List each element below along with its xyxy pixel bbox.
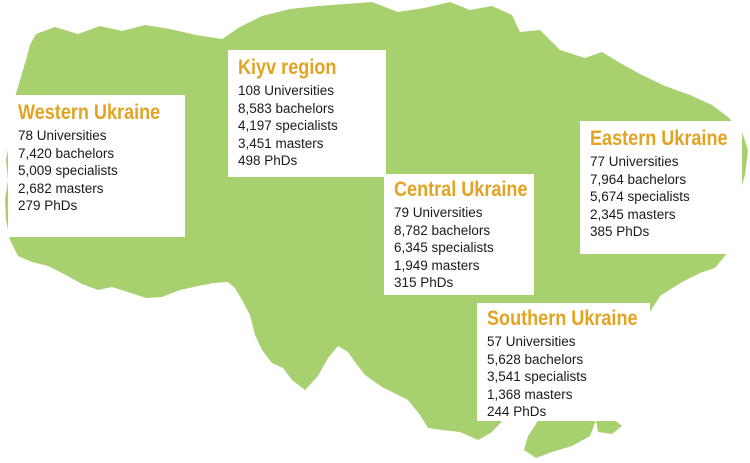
central-title: Central Ukraine	[394, 178, 528, 201]
southern-stat-3: 1,368 masters	[487, 386, 573, 402]
central-stat-2: 6,345 specialists	[394, 240, 494, 255]
eastern-stat-4: 385 PhDs	[590, 224, 650, 239]
eastern-title: Eastern Ukraine	[590, 127, 728, 150]
central-stat-0: 79 Universities	[394, 205, 483, 220]
eastern-ukraine-panel: Eastern Ukraine 77 Universities 7,964 bach…	[580, 121, 742, 254]
western-title: Western Ukraine	[18, 101, 161, 124]
central-stat-1: 8,782 bachelors	[394, 222, 491, 238]
western-stat-3: 2,682 masters	[18, 180, 104, 196]
eastern-stat-3: 2,345 masters	[590, 206, 676, 222]
kiyv-region-panel: Kiyv region 108 Universities 8,583 bachelo…	[228, 50, 386, 177]
kiyv-stat-3: 3,451 masters	[238, 135, 324, 151]
western-stat-4: 279 PhDs	[18, 198, 78, 213]
western-stat-0: 78 Universities	[18, 128, 107, 143]
eastern-stat-0: 77 Universities	[590, 154, 679, 169]
western-ukraine-panel: Western Ukraine 78 Universities 7,420 bach…	[8, 95, 185, 237]
western-stat-1: 7,420 bachelors	[18, 145, 115, 161]
kiyv-title: Kiyv region	[238, 56, 337, 79]
southern-stat-0: 57 Universities	[487, 334, 576, 349]
eastern-stat-1: 7,964 bachelors	[590, 171, 687, 187]
southern-stat-2: 3,541 specialists	[487, 369, 587, 384]
southern-title: Southern Ukraine	[487, 307, 638, 330]
central-ukraine-panel: Central Ukraine 79 Universities 8,782 bach…	[384, 174, 534, 295]
kiyv-stat-2: 4,197 specialists	[238, 118, 338, 133]
kerch-peninsula	[596, 418, 622, 434]
southern-ukraine-panel: Southern Ukraine 57 Universities 5,628 bac…	[477, 303, 650, 421]
kiyv-stat-4: 498 PhDs	[238, 153, 298, 168]
western-stat-2: 5,009 specialists	[18, 163, 118, 178]
central-stat-4: 315 PhDs	[394, 275, 454, 290]
kiyv-stat-1: 8,583 bachelors	[238, 100, 335, 116]
eastern-stat-2: 5,674 specialists	[590, 189, 690, 204]
southern-stat-4: 244 PhDs	[487, 404, 547, 419]
central-stat-3: 1,949 masters	[394, 257, 480, 273]
kiyv-stat-0: 108 Universities	[238, 83, 335, 98]
southern-stat-1: 5,628 bachelors	[487, 351, 584, 367]
